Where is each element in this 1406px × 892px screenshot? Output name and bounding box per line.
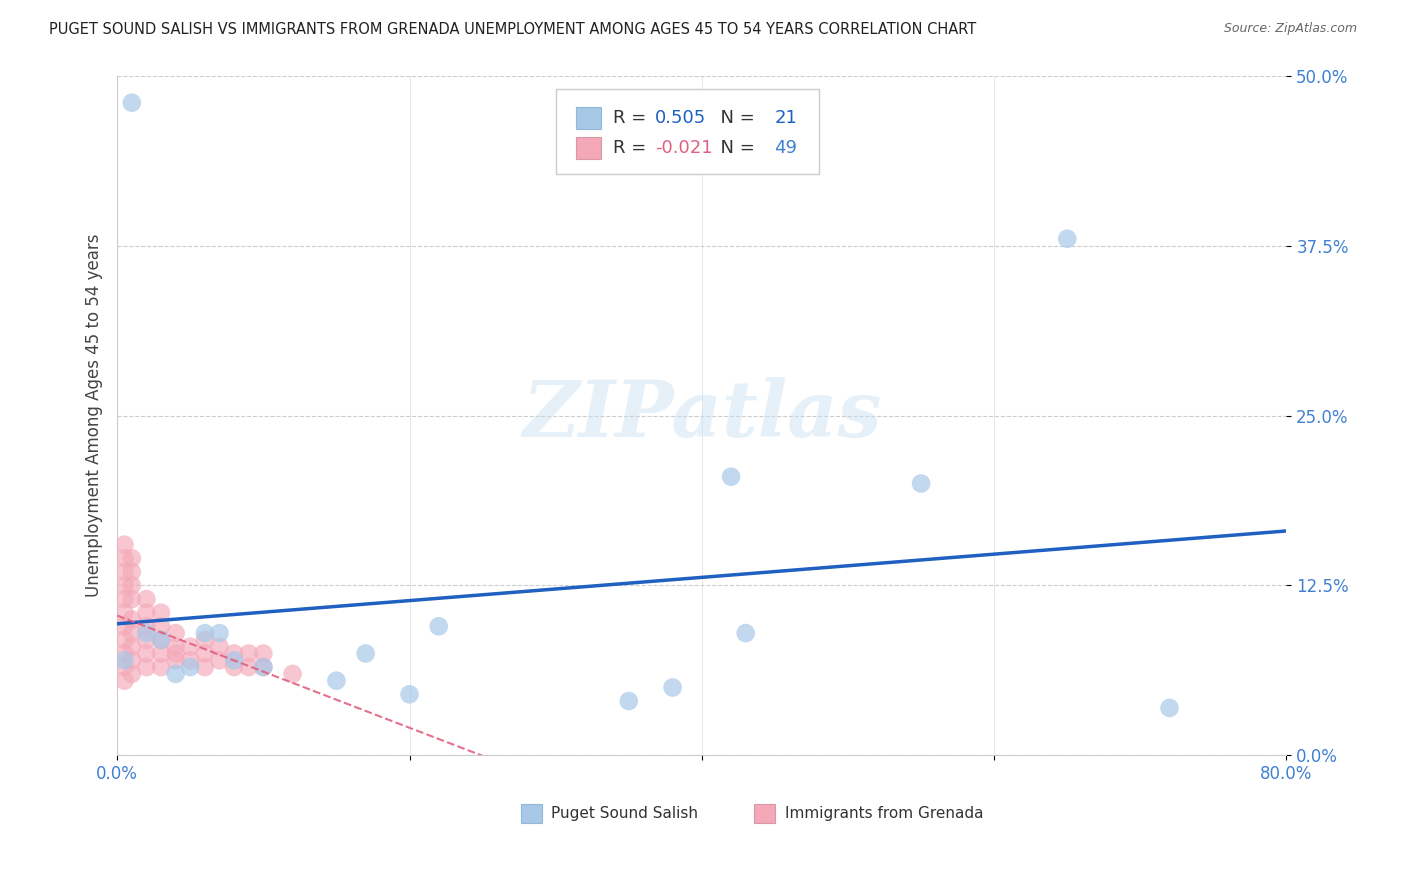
Point [121, 551, 143, 566]
Text: -0.021: -0.021 [655, 139, 713, 157]
Text: R =: R = [613, 139, 652, 157]
Point [194, 647, 217, 661]
Point [194, 632, 217, 647]
Point [114, 538, 136, 552]
Point [114, 653, 136, 667]
Point [150, 660, 173, 674]
Point [114, 632, 136, 647]
Text: Immigrants from Grenada: Immigrants from Grenada [785, 805, 983, 821]
Text: N =: N = [709, 139, 761, 157]
Point [1056, 232, 1078, 246]
Point [150, 647, 173, 661]
Point [398, 687, 420, 701]
Bar [575, 137, 602, 159]
Point [121, 612, 143, 626]
Bar [520, 804, 541, 822]
Text: Puget Sound Salish: Puget Sound Salish [551, 805, 697, 821]
Point [354, 647, 377, 661]
Point [114, 619, 136, 633]
Text: Source: ZipAtlas.com: Source: ZipAtlas.com [1223, 22, 1357, 36]
Point [165, 626, 187, 640]
Point [427, 619, 450, 633]
Point [179, 640, 201, 654]
Bar [755, 804, 776, 822]
Point [252, 660, 274, 674]
Text: ZIPatlas: ZIPatlas [522, 377, 882, 454]
Point [179, 660, 201, 674]
Point [734, 626, 756, 640]
Point [165, 647, 187, 661]
Point [114, 565, 136, 579]
Point [150, 619, 173, 633]
Point [224, 660, 246, 674]
Point [135, 632, 157, 647]
Point [910, 476, 932, 491]
Y-axis label: Unemployment Among Ages 45 to 54 years: Unemployment Among Ages 45 to 54 years [86, 234, 103, 598]
Bar [575, 107, 602, 129]
Point [114, 551, 136, 566]
Text: 0.505: 0.505 [655, 110, 706, 128]
Point [121, 592, 143, 607]
Point [121, 626, 143, 640]
Point [121, 666, 143, 681]
Point [150, 606, 173, 620]
Point [194, 626, 217, 640]
Point [238, 660, 260, 674]
Point [165, 653, 187, 667]
Point [135, 626, 157, 640]
FancyBboxPatch shape [555, 89, 818, 174]
Point [165, 640, 187, 654]
Point [179, 653, 201, 667]
Point [135, 606, 157, 620]
Point [281, 666, 304, 681]
Point [121, 95, 143, 110]
Point [121, 640, 143, 654]
Point [208, 640, 231, 654]
Point [1159, 701, 1181, 715]
Point [114, 673, 136, 688]
Point [121, 653, 143, 667]
Point [661, 681, 683, 695]
Point [165, 666, 187, 681]
Point [150, 632, 173, 647]
Point [252, 647, 274, 661]
Text: PUGET SOUND SALISH VS IMMIGRANTS FROM GRENADA UNEMPLOYMENT AMONG AGES 45 TO 54 Y: PUGET SOUND SALISH VS IMMIGRANTS FROM GR… [49, 22, 976, 37]
Text: 21: 21 [775, 110, 797, 128]
Point [252, 660, 274, 674]
Point [208, 626, 231, 640]
Point [224, 647, 246, 661]
Text: R =: R = [613, 110, 652, 128]
Point [114, 606, 136, 620]
Point [150, 632, 173, 647]
Point [325, 673, 347, 688]
Point [114, 660, 136, 674]
Point [720, 469, 742, 483]
Point [617, 694, 640, 708]
Point [114, 578, 136, 592]
Point [194, 660, 217, 674]
Point [135, 592, 157, 607]
Text: 49: 49 [775, 139, 797, 157]
Point [135, 619, 157, 633]
Point [114, 592, 136, 607]
Point [121, 565, 143, 579]
Point [238, 647, 260, 661]
Point [135, 647, 157, 661]
Point [224, 653, 246, 667]
Point [135, 660, 157, 674]
Text: N =: N = [709, 110, 761, 128]
Point [208, 653, 231, 667]
Point [114, 647, 136, 661]
Point [121, 578, 143, 592]
